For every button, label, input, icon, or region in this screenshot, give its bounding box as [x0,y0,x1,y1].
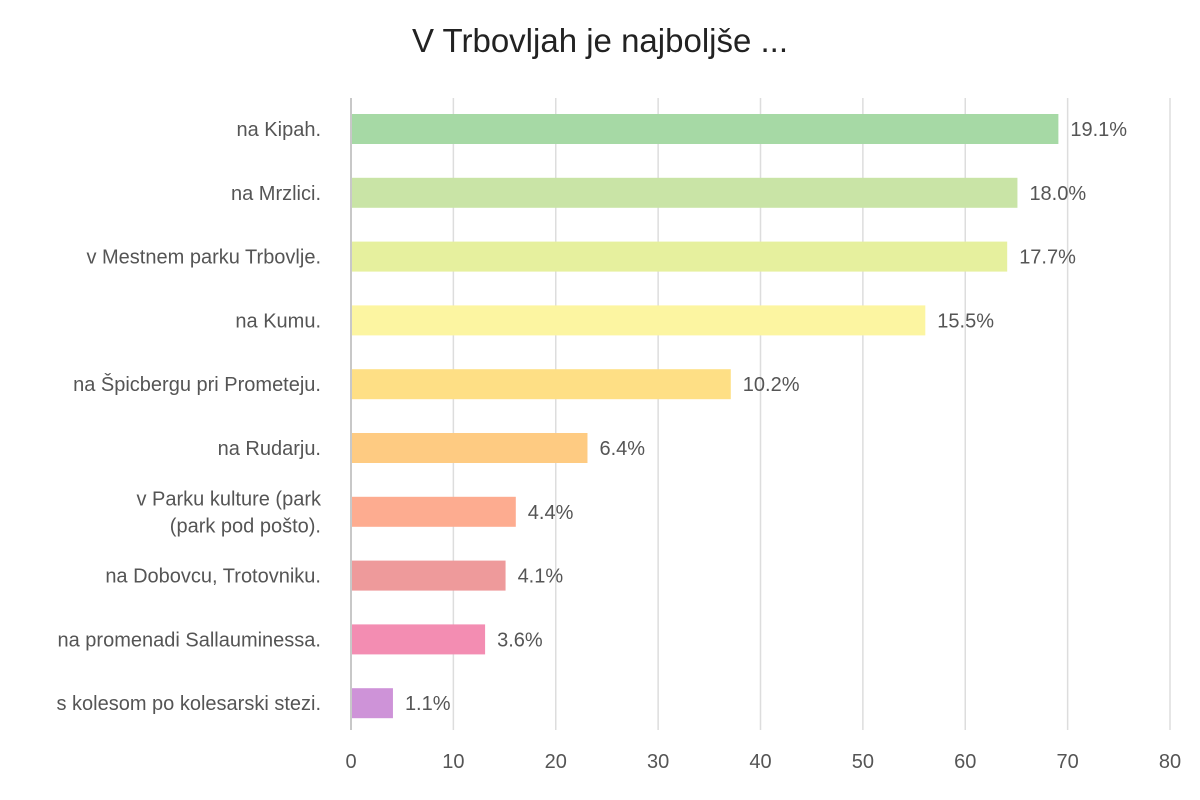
x-tick-label: 30 [647,751,669,773]
data-label: 15.5% [937,310,994,332]
category-label: na Kumu. [235,310,321,332]
category-label: na Kipah. [236,119,321,141]
category-label: v Mestnem parku Trbovlje. [86,247,321,269]
data-label: 6.4% [599,438,645,460]
bar [352,496,516,527]
bar [352,369,731,400]
x-tick-label: 80 [1159,751,1181,773]
category-label: na Špicbergu pri Prometeju. [73,373,321,396]
bar [352,305,926,336]
data-label: 3.6% [497,629,543,651]
bar [352,177,1018,208]
bar [352,688,393,719]
bar [352,241,1008,272]
category-label: na Rudarju. [218,438,321,460]
category-label: v Parku kulture (park [136,488,322,510]
x-tick-label: 10 [442,751,464,773]
category-label: na Mrzlici. [231,183,321,205]
x-tick-label: 60 [954,751,976,773]
data-label: 19.1% [1070,119,1127,141]
category-label: (park pod pošto). [170,515,321,537]
category-label: na promenadi Sallauminessa. [58,629,322,651]
x-tick-label: 0 [345,751,356,773]
data-label: 1.1% [405,693,451,715]
data-label: 17.7% [1019,247,1076,269]
category-label: na Dobovcu, Trotovniku. [105,566,321,588]
chart-title: V Trbovljah je najboljše ... [411,22,789,59]
x-tick-label: 40 [749,751,771,773]
data-label: 10.2% [743,374,800,396]
x-tick-label: 20 [545,751,567,773]
x-tick-label: 50 [852,751,874,773]
data-label: 4.4% [528,502,574,524]
bar [352,560,506,591]
bar [352,433,588,463]
data-label: 4.1% [518,566,564,588]
x-tick-label: 70 [1057,751,1079,773]
category-label: s kolesom po kolesarski stezi. [56,693,321,715]
bar [352,624,486,655]
data-label: 18.0% [1029,183,1086,205]
bar [352,114,1059,144]
